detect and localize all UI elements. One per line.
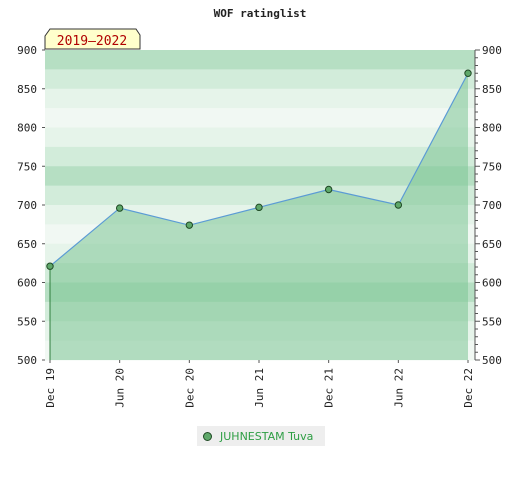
background-band [45,127,475,148]
x-tick-label: Dec 21 [323,368,336,408]
background-band [45,146,475,167]
y-tick-label-left: 500 [17,354,37,367]
background-band [45,88,475,109]
axes: 500 500 550 550 600 600 650 650 700 700 750 750 800 8… [17,44,502,408]
series-area [50,73,468,360]
y-tick-label-right: 700 [482,199,502,212]
data-point [324,185,333,194]
data-point [115,204,124,212]
y-tick-label-right: 750 [482,160,502,173]
period-badge: 2019–2022 [44,28,141,50]
y-tick-label-left: 900 [17,44,37,57]
y-tick-label-right: 850 [482,83,502,96]
x-tick-label: Dec 19 [44,368,57,408]
x-tick-label: Dec 22 [462,368,475,408]
y-tick-label-right: 550 [482,315,502,328]
period-badge-shape [44,28,141,50]
y-tick-label-left: 650 [17,238,37,251]
chart-title: WOF ratinglist [214,7,307,20]
y-tick-label-left: 600 [17,277,37,290]
y-tick-label-left: 700 [17,199,37,212]
data-point [394,201,403,209]
x-tick-label: Dec 20 [183,368,196,408]
y-tick-label-right: 500 [482,354,502,367]
x-tick-label: Jun 20 [114,368,127,408]
y-tick-label-right: 650 [482,238,502,251]
legend-marker [203,431,212,441]
y-tick-label-right: 600 [482,277,502,290]
series-marks [46,69,472,270]
legend-label: JUHNESTAM Tuva [220,429,314,443]
data-point [464,69,472,77]
y-tick-label-left: 850 [17,83,37,96]
x-tick-label: Jun 21 [253,368,266,408]
y-tick-label-left: 550 [17,315,37,328]
y-tick-label-right: 900 [482,44,502,57]
y-tick-label-right: 800 [482,122,502,135]
x-tick-label: Jun 22 [392,368,405,408]
y-tick-label-left: 750 [17,160,37,173]
data-point [185,221,194,229]
y-tick-label-left: 800 [17,122,37,135]
period-badge-label: 2019–2022 [57,34,127,49]
data-point [46,262,54,270]
legend: JUHNESTAM Tuva [197,426,325,446]
data-point [255,203,263,212]
background-band [45,50,475,70]
background-band [45,69,475,90]
background-band [45,166,475,187]
background-band [45,108,475,128]
